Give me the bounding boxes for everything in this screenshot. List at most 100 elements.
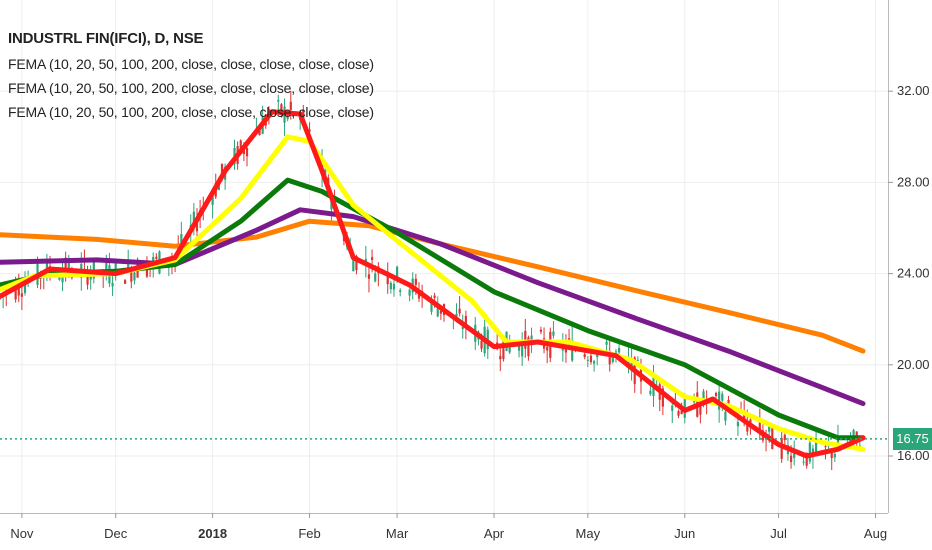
candle-body	[461, 326, 464, 330]
candle-body	[308, 129, 311, 132]
candle-body	[286, 117, 289, 120]
candle-body	[539, 329, 543, 332]
candle-body	[414, 278, 417, 285]
candle-body	[724, 411, 727, 421]
candle-body	[436, 306, 439, 317]
candle-body	[280, 104, 283, 115]
candle-body	[352, 257, 355, 272]
candle-body	[155, 256, 158, 259]
candle-body	[123, 280, 127, 284]
candle-body	[789, 455, 793, 463]
candle-body	[611, 355, 614, 363]
candle-body	[592, 361, 596, 364]
indicator-label-2[interactable]: FEMA (10, 20, 50, 100, 200, close, close…	[8, 80, 374, 96]
candle-body	[480, 340, 483, 349]
y-tick-label: 20.00	[897, 357, 930, 372]
candle-body	[86, 270, 89, 285]
candle-body	[302, 109, 305, 120]
x-tick-label: Aug	[864, 526, 887, 541]
candle-body	[783, 434, 786, 441]
candle-body	[699, 406, 702, 415]
candle-body	[58, 277, 61, 280]
candle-body	[258, 130, 261, 136]
candle-body	[808, 442, 811, 462]
x-tick-label: Dec	[104, 526, 128, 541]
candle-body	[521, 341, 524, 357]
candle-body	[355, 255, 358, 271]
indicator-label-1[interactable]: FEMA (10, 20, 50, 100, 200, close, close…	[8, 56, 374, 72]
candle-body	[111, 282, 114, 287]
candle-body	[855, 431, 858, 438]
candle-body	[589, 355, 593, 363]
candle-body	[614, 351, 618, 353]
x-tick-label: Feb	[298, 526, 320, 541]
candle-body	[714, 393, 718, 396]
candle-body	[386, 271, 389, 285]
series-ema20	[0, 134, 866, 452]
candle-body	[830, 449, 833, 459]
candle-body	[133, 272, 136, 281]
candle-body	[630, 357, 633, 371]
candle-body	[793, 449, 796, 459]
candle-body	[649, 390, 652, 395]
candle-body	[67, 261, 70, 273]
candle-body	[370, 257, 374, 260]
candle-body	[114, 263, 117, 270]
candle-body	[23, 284, 27, 294]
candle-body	[546, 346, 549, 351]
candle-body	[130, 269, 133, 282]
candle-body	[721, 393, 724, 401]
candle-body	[89, 274, 92, 280]
candle-body	[583, 354, 586, 358]
candle-body	[736, 421, 740, 427]
y-tick-label: 32.00	[897, 83, 930, 98]
candle-body	[105, 262, 108, 275]
y-tick-label: 24.00	[897, 266, 930, 281]
candle-body	[743, 410, 746, 421]
x-tick-label: May	[576, 526, 601, 541]
candle-body	[502, 341, 505, 360]
candle-body	[392, 284, 396, 290]
candle-body	[430, 301, 433, 312]
candle-body	[702, 391, 705, 405]
candle-body	[811, 448, 815, 456]
candle-body	[508, 343, 511, 353]
candle-body	[195, 221, 199, 232]
candle-body	[245, 147, 249, 157]
candle-body	[92, 259, 95, 279]
x-tick-label: Jul	[770, 526, 787, 541]
candle-body	[824, 446, 827, 448]
candle-body	[618, 347, 621, 353]
candle-body	[14, 283, 17, 300]
candle-body	[330, 201, 333, 210]
candle-body	[530, 335, 533, 343]
candle-body	[211, 196, 214, 205]
candle-body	[552, 331, 555, 336]
candle-body	[220, 163, 224, 177]
candle-body	[277, 99, 280, 102]
candle-body	[239, 140, 242, 150]
indicator-label-3[interactable]: FEMA (10, 20, 50, 100, 200, close, close…	[8, 104, 374, 120]
candle-body	[805, 452, 808, 466]
candle-body	[127, 261, 130, 270]
candle-body	[586, 359, 589, 361]
candle-body	[433, 295, 436, 298]
candle-body	[802, 461, 805, 463]
candle-body	[64, 257, 67, 275]
candle-body	[464, 315, 467, 329]
candle-body	[527, 337, 530, 357]
candle-body	[661, 388, 664, 407]
candle-body	[636, 359, 639, 361]
candle-body	[749, 419, 752, 425]
candle-body	[680, 410, 683, 415]
candle-body	[608, 350, 611, 365]
chart-title[interactable]: INDUSTRL FIN(IFCI), D, NSE	[8, 30, 204, 47]
candle-body	[439, 310, 442, 314]
candle-body	[389, 282, 392, 290]
candle-body	[458, 308, 461, 314]
candle-body	[367, 274, 371, 279]
candle-body	[499, 355, 502, 360]
